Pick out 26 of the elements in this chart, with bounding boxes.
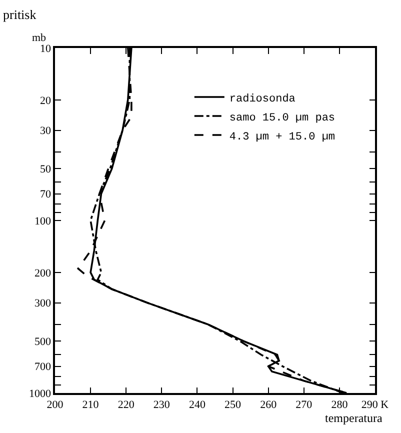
x-tick-label: 290 K — [361, 398, 389, 411]
y-axis-title: pritisk — [3, 7, 37, 22]
legend-label: radiosonda — [229, 93, 296, 106]
y-tick-label: 500 — [34, 336, 52, 348]
y-tick-label: 300 — [34, 298, 52, 310]
x-tick-label: 280 — [331, 398, 348, 411]
x-tick-label: 240 — [188, 398, 206, 411]
x-tick-label: 230 — [153, 398, 170, 411]
legend-label: 4.3 µm + 15.0 µm — [229, 131, 336, 144]
x-tick-label: 250 — [224, 398, 242, 411]
y-tick-label: 200 — [34, 267, 52, 280]
text: mb — [32, 32, 47, 44]
x-tick-label: 210 — [82, 398, 100, 411]
y-tick-label: 50 — [40, 163, 52, 176]
y-tick-label: 70 — [40, 188, 52, 201]
y-tick-label: 30 — [40, 125, 52, 138]
y-tick-label: 20 — [40, 94, 52, 107]
x-tick-label: 220 — [118, 398, 135, 411]
legend-label: samo 15.0 µm pas — [229, 112, 336, 124]
y-tick-label: 1000 — [29, 388, 52, 400]
y-tick-label: 100 — [34, 215, 52, 228]
y-tick-label: 700 — [34, 361, 52, 374]
y-tick-label: 10 — [40, 42, 52, 55]
x-axis-title: temperatura — [325, 411, 383, 425]
x-tick-label: 260 — [260, 398, 278, 411]
x-tick-label: 270 — [296, 398, 313, 411]
